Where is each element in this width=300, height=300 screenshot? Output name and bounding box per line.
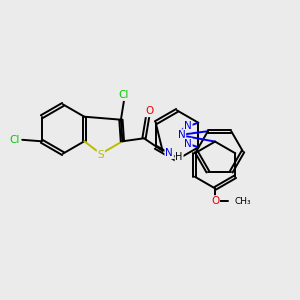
Text: N: N [184, 139, 192, 148]
Text: Cl: Cl [119, 90, 129, 100]
Text: N: N [178, 130, 185, 140]
Text: O: O [145, 106, 153, 116]
Text: O: O [211, 196, 219, 206]
Text: CH₃: CH₃ [235, 196, 251, 206]
Text: N: N [165, 148, 173, 158]
Text: N: N [184, 122, 192, 131]
Text: H: H [176, 152, 183, 163]
Text: S: S [98, 150, 104, 161]
Text: Cl: Cl [10, 135, 20, 145]
